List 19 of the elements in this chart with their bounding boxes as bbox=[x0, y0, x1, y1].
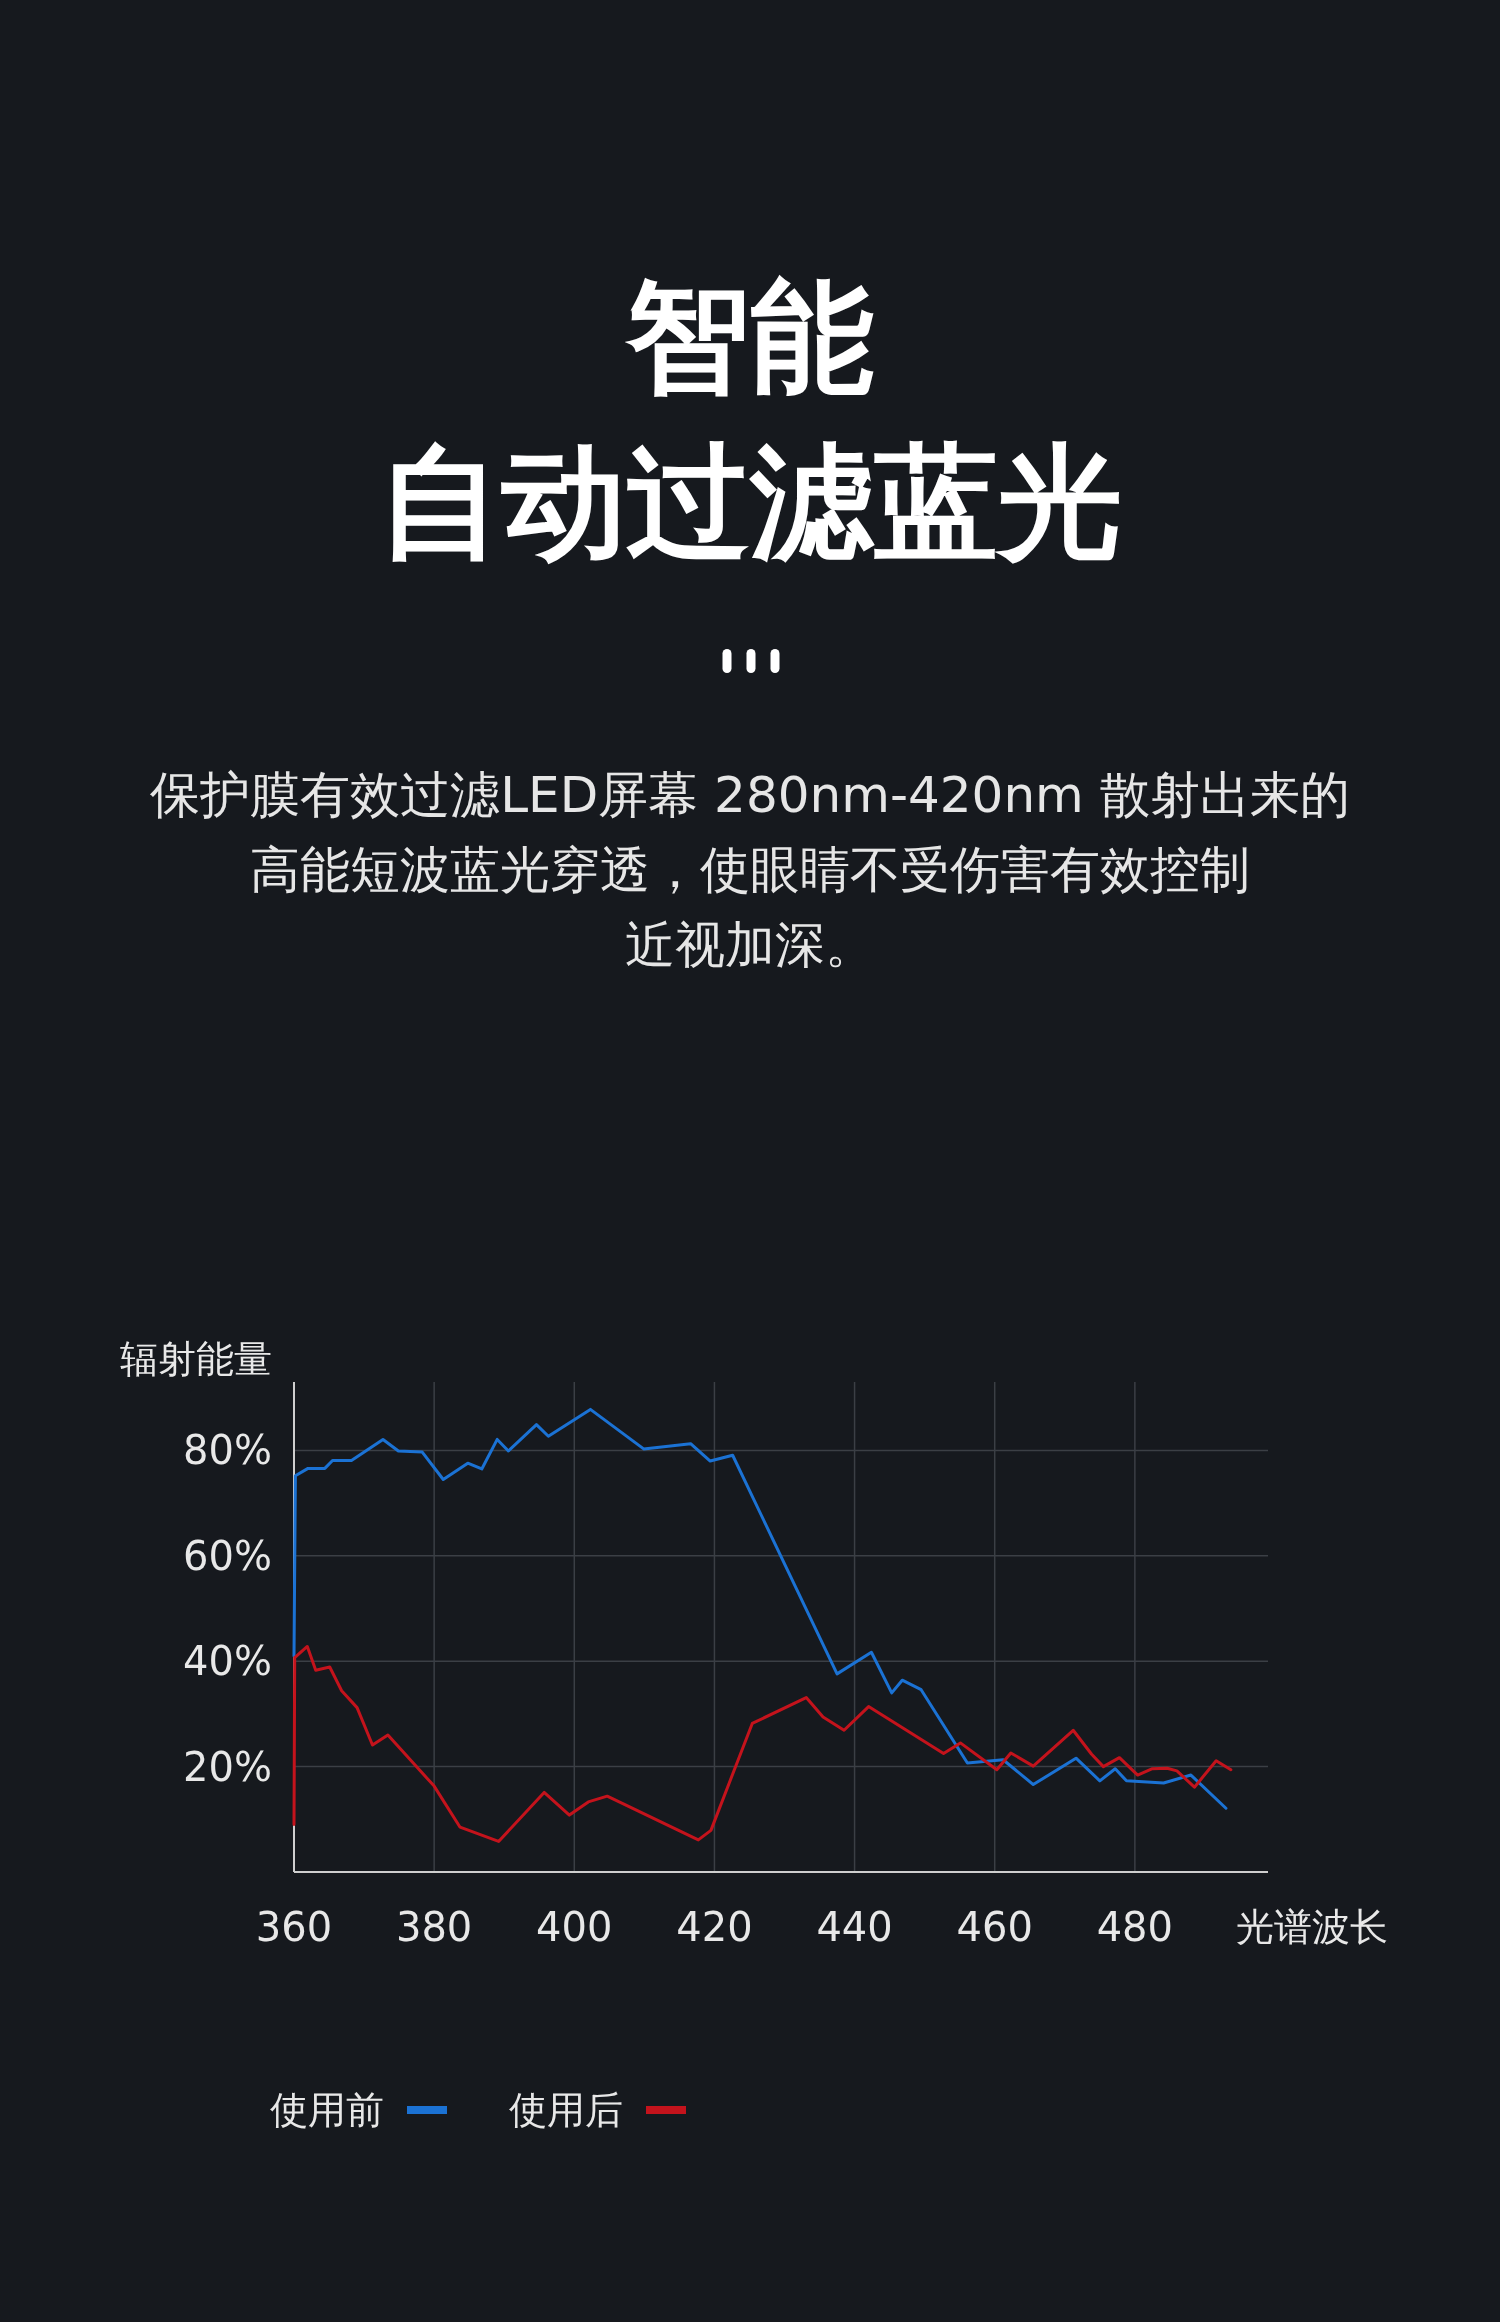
x-axis-title: 光谱波长 bbox=[1236, 1905, 1388, 1949]
x-tick-label: 360 bbox=[255, 1904, 333, 1950]
y-axis-title: 辐射能量 bbox=[120, 1337, 272, 1381]
x-tick-label: 440 bbox=[816, 1904, 893, 1950]
x-tick-label: 380 bbox=[395, 1904, 473, 1950]
x-tick-label: 420 bbox=[676, 1904, 753, 1950]
x-tick-label: 400 bbox=[536, 1904, 613, 1950]
chart-subtitle: 保护膜有效过滤LED屏幕 280nm-420nm 散射出来的高能短波蓝光穿透，使眼睛不受伤害有效控制近视加深。 bbox=[150, 766, 1350, 974]
y-tick-label: 80% bbox=[183, 1427, 272, 1474]
chart-title: 智能自动过滤蓝光 bbox=[378, 265, 1122, 574]
line-series bbox=[292, 1407, 1228, 1810]
legend-label: 使用前 bbox=[270, 2088, 384, 2132]
y-tick-label: 60% bbox=[183, 1532, 272, 1579]
x-tick-label: 480 bbox=[1096, 1904, 1174, 1950]
x-tick-label: 460 bbox=[956, 1904, 1033, 1950]
y-tick-label: 20% bbox=[183, 1743, 272, 1790]
legend-label: 使用后 bbox=[509, 2088, 623, 2132]
y-tick-label: 40% bbox=[183, 1638, 272, 1685]
line-series bbox=[292, 1645, 1233, 1843]
